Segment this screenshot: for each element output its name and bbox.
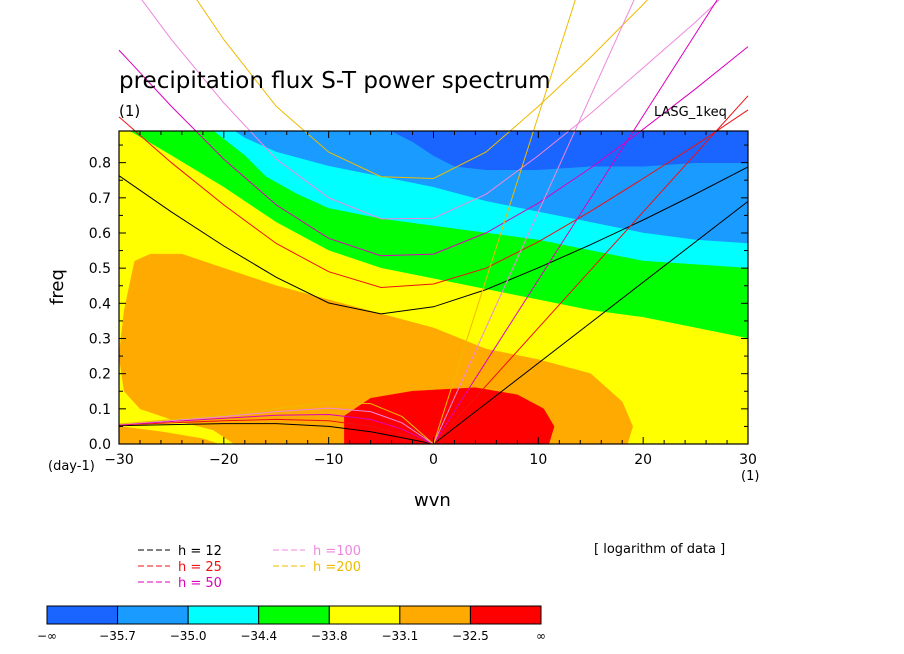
colorbar-swatch (46, 605, 119, 625)
rossby-curve-4 (118, 401, 434, 445)
x-tick-label: −30 (104, 452, 134, 468)
legend-label: h = 50 (178, 576, 222, 591)
kelvin-line-4 (433, 0, 576, 445)
kelvin-line-2 (433, 0, 718, 445)
contour-fill-6 (119, 426, 219, 444)
x-unit: (1) (741, 469, 760, 484)
y-unit: (day-1) (48, 459, 95, 474)
y-tick-label: 0.4 (89, 296, 111, 312)
kelvin-line-1 (433, 95, 749, 445)
colorbar-label: −33.8 (311, 629, 348, 643)
colorbar-label: −32.5 (452, 629, 489, 643)
legend-label: h = 12 (178, 544, 222, 559)
colorbar-label: −33.1 (381, 629, 418, 643)
dispersion-curve-4 (196, 0, 648, 180)
kelvin-line-3 (433, 0, 635, 445)
run-label: LASG_1keq (654, 105, 727, 120)
colorbar-swatch (258, 605, 330, 625)
axes: −30 −20 −10 0 10 20 30 0.0 0.1 0.2 0.3 0.4 0.5 0.6 0.7… (89, 130, 757, 468)
colorbar-swatch (187, 605, 260, 625)
x-tick-label: 10 (529, 452, 547, 468)
colorbar-label: ∞ (536, 629, 546, 643)
rossby-curve-0 (118, 423, 434, 445)
colorbar-label: −34.4 (240, 629, 277, 643)
contour-fills (119, 131, 748, 444)
x-tick-label: 20 (634, 452, 652, 468)
rossby-curve-2 (118, 413, 434, 445)
log-note: [ logarithm of data ] (594, 542, 726, 557)
dispersion-curve-1 (118, 109, 749, 289)
y-tick-label: 0.6 (89, 226, 111, 242)
contour-fill-7 (344, 387, 555, 444)
x-tick-label: 0 (429, 452, 438, 468)
legend-label: h =200 (313, 560, 361, 575)
dispersion-curve-0 (118, 166, 749, 315)
rossby-curve-1 (118, 418, 434, 445)
y-tick-label: 0.1 (89, 402, 111, 418)
chart-title: precipitation flux S-T power spectrum (119, 68, 551, 94)
x-axis-label: wvn (414, 490, 451, 511)
colorbar-label: −35.0 (170, 629, 207, 643)
y-axis-label: freq (47, 269, 68, 305)
colorbar-swatch (328, 605, 401, 625)
contour-fill-1 (391, 131, 748, 170)
y-tick-label: 0.5 (89, 261, 111, 277)
y-tick-label: 0.0 (89, 437, 111, 453)
dispersion-curve-3 (141, 0, 720, 220)
legend-label: h = 25 (178, 560, 222, 575)
legend-label: h =100 (313, 544, 361, 559)
colorbar-swatch (469, 605, 542, 625)
dispersion-curve-2 (118, 46, 749, 257)
colorbar-swatch (399, 605, 471, 625)
dispersion-curves (118, 0, 749, 445)
x-tick-label: 30 (739, 452, 757, 468)
y-tick-label: 0.8 (89, 156, 111, 172)
x-tick-label: −10 (314, 452, 344, 468)
y-tick-label: 0.2 (89, 367, 111, 383)
colorbar-label: −∞ (37, 629, 57, 643)
colorbar-swatch (117, 605, 189, 625)
colorbar-label: −35.7 (99, 629, 136, 643)
title-unit: (1) (119, 102, 141, 120)
y-tick-label: 0.7 (89, 191, 111, 207)
kelvin-line-0 (433, 200, 749, 445)
y-tick-label: 0.3 (89, 331, 111, 347)
rossby-curve-3 (118, 407, 434, 445)
x-tick-label: −20 (209, 452, 239, 468)
colorbar: −∞ −35.7 −35.0 −34.4 −33.8 −33.1 −32.5 ∞ (37, 605, 546, 643)
